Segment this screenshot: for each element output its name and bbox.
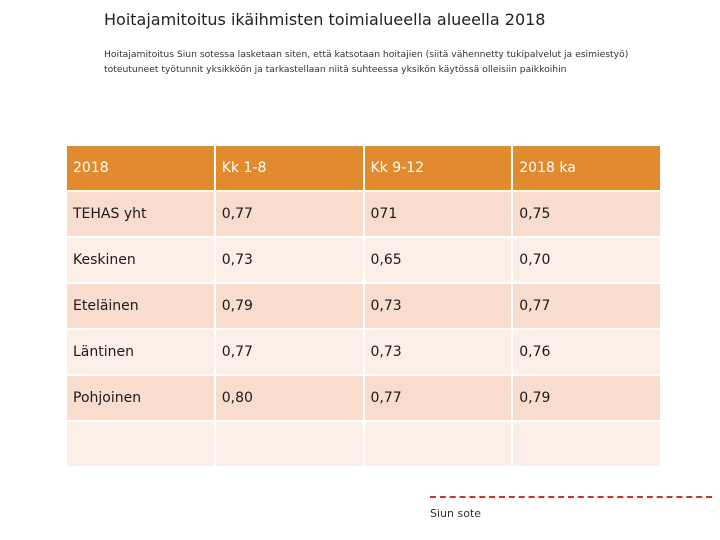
- table-row: TEHAS yht 0,77 071 0,75: [67, 192, 660, 236]
- column-header: Kk 9-12: [364, 146, 512, 190]
- table-cell: 0,73: [215, 238, 363, 282]
- table-cell: 0,75: [513, 192, 660, 236]
- table-cell: 0,76: [513, 330, 660, 374]
- table-row: Läntinen 0,77 0,73 0,76: [67, 330, 660, 374]
- table-cell: Pohjoinen: [67, 376, 214, 420]
- table-cell: 0,80: [215, 376, 363, 420]
- table-cell: 0,73: [364, 284, 512, 328]
- table-row: Pohjoinen 0,80 0,77 0,79: [67, 376, 660, 420]
- table-cell: 0,73: [364, 330, 512, 374]
- table-cell: Eteläinen: [67, 284, 214, 328]
- table-cell: 0,77: [364, 376, 512, 420]
- page-subtitle: Hoitajamitoitus Siun sotessa lasketaan s…: [104, 49, 629, 75]
- table-cell: [513, 422, 660, 466]
- table-cell: Läntinen: [67, 330, 214, 374]
- column-header: 2018 ka: [513, 146, 660, 190]
- footer-brand: Siun sote: [430, 507, 482, 520]
- table-cell: TEHAS yht: [67, 192, 214, 236]
- table-cell: 071: [364, 192, 512, 236]
- table-cell: 0,79: [513, 376, 660, 420]
- table-row: Keskinen 0,73 0,65 0,70: [67, 238, 660, 282]
- table-row: Eteläinen 0,79 0,73 0,77: [67, 284, 660, 328]
- page-title: Hoitajamitoitus ikäihmisten toimialueell…: [104, 10, 546, 29]
- table-cell: 0,77: [215, 330, 363, 374]
- footer-divider: [430, 496, 712, 498]
- table-cell: 0,65: [364, 238, 512, 282]
- table-cell: 0,79: [215, 284, 363, 328]
- data-table: 2018 Kk 1-8 Kk 9-12 2018 ka TEHAS yht 0,…: [65, 144, 662, 468]
- table-header-row: 2018 Kk 1-8 Kk 9-12 2018 ka: [67, 146, 660, 190]
- table-cell: [67, 422, 214, 466]
- column-header: Kk 1-8: [215, 146, 363, 190]
- column-header: 2018: [67, 146, 214, 190]
- table-cell: Keskinen: [67, 238, 214, 282]
- table-cell: 0,70: [513, 238, 660, 282]
- table-cell: [215, 422, 363, 466]
- table-cell: 0,77: [513, 284, 660, 328]
- table-cell: [364, 422, 512, 466]
- table-cell: 0,77: [215, 192, 363, 236]
- table-row: [67, 422, 660, 466]
